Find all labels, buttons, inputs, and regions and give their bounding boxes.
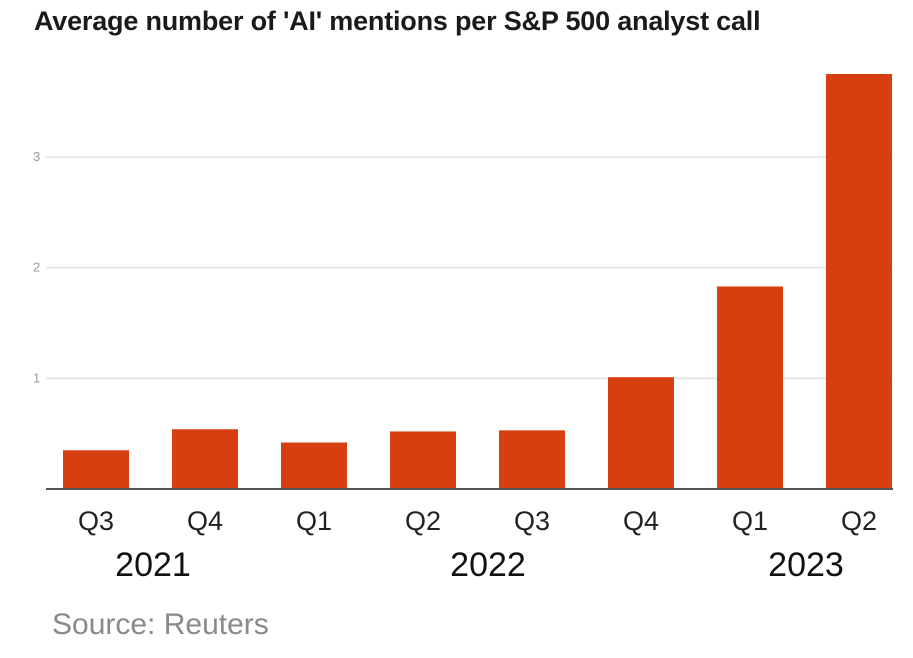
x-tick-label: Q3 [78, 506, 114, 536]
bars [63, 74, 892, 489]
axis-labels: 1 2 3 Q3 Q4 Q1 Q2 Q3 Q4 Q1 Q2 2021 2022 2023 [33, 149, 877, 584]
x-tick-label: Q1 [732, 506, 768, 536]
x-tick-label: Q4 [623, 506, 659, 536]
x-tick-label: Q4 [187, 506, 223, 536]
bar-q4-5 [608, 377, 674, 489]
bar-q1-2 [281, 442, 347, 489]
y-tick-label: 3 [33, 149, 40, 164]
bar-q2-3 [390, 431, 456, 489]
y-tick-label: 1 [33, 370, 40, 385]
year-label-2022: 2022 [450, 546, 526, 584]
x-tick-label: Q2 [405, 506, 441, 536]
bar-q3-4 [499, 430, 565, 489]
x-tick-label: Q3 [514, 506, 550, 536]
year-label-2023: 2023 [768, 546, 844, 584]
x-tick-label: Q2 [841, 506, 877, 536]
y-tick-label: 2 [33, 260, 40, 275]
bar-q3-0 [63, 450, 129, 489]
bar-q2-7 [826, 74, 892, 489]
bar-q1-6 [717, 286, 783, 489]
x-tick-label: Q1 [296, 506, 332, 536]
year-label-2021: 2021 [115, 546, 191, 584]
source-note: Source: Reuters [52, 608, 269, 641]
bar-q4-1 [172, 429, 238, 489]
chart-title: Average number of 'AI' mentions per S&P … [34, 6, 761, 36]
